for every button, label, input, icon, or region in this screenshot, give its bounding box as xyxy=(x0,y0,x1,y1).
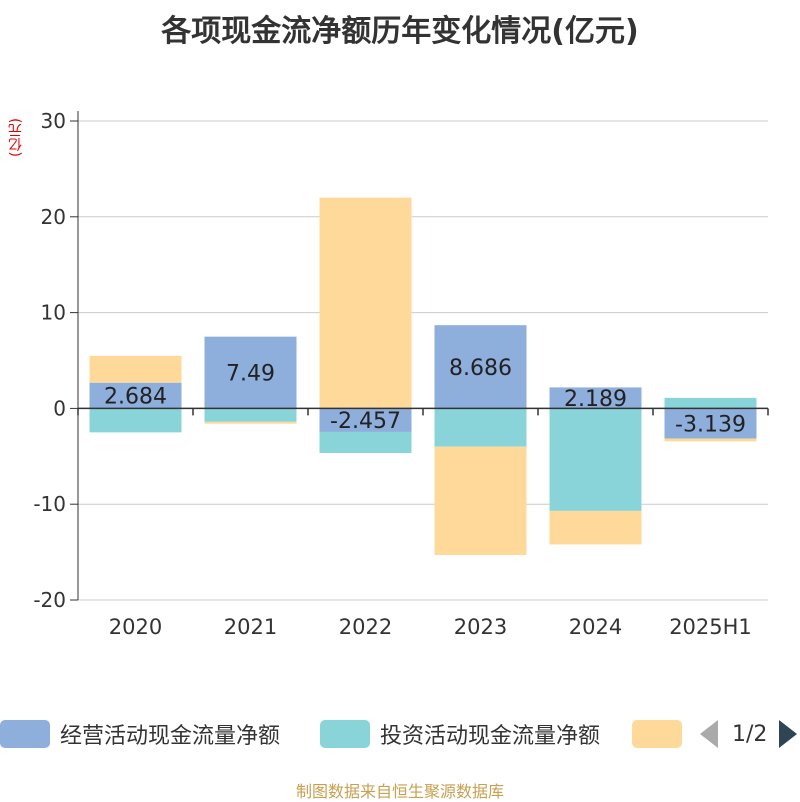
legend-swatch-financing xyxy=(632,720,682,748)
bar-series2-2020 xyxy=(89,355,182,383)
x-tick-label: 2020 xyxy=(109,615,162,639)
legend-next-arrow-icon[interactable] xyxy=(779,720,798,748)
y-tick-label: 10 xyxy=(41,301,66,325)
data-label: -2.457 xyxy=(330,409,401,434)
bar-series0-2025H1 xyxy=(664,408,757,439)
legend-label-operating: 经营活动现金流量净额 xyxy=(60,724,281,749)
bar-series1-2020 xyxy=(89,408,182,433)
data-label: 7.49 xyxy=(226,362,275,387)
legend-label-investing: 投资活动现金流量净额 xyxy=(380,724,601,749)
data-source-note: 制图数据来自恒生聚源数据库 xyxy=(295,782,504,801)
x-tick-label: 2025H1 xyxy=(669,615,752,639)
data-label: 2.684 xyxy=(104,385,167,410)
legend: 经营活动现金流量净额 投资活动现金流量净额 xyxy=(0,716,800,752)
bar-series1-2022 xyxy=(319,431,412,454)
bar-series2-2024 xyxy=(549,510,642,545)
legend-item-operating[interactable]: 经营活动现金流量净额 xyxy=(0,716,280,752)
bar-series2-2023 xyxy=(434,446,527,555)
y-tick-label: -10 xyxy=(33,492,66,516)
x-tick-label: 2021 xyxy=(224,615,277,639)
bar-series1-2021 xyxy=(204,408,297,422)
y-tick-label: 30 xyxy=(41,109,66,133)
legend-pager: 1/2 xyxy=(700,716,798,752)
bar-series1-2024 xyxy=(549,408,642,511)
bar-series1-2025H1 xyxy=(664,397,757,409)
bar-series0-2022 xyxy=(319,408,412,432)
legend-swatch-investing xyxy=(320,720,370,748)
legend-prev-arrow-icon[interactable] xyxy=(700,720,718,748)
bar-series2-2022 xyxy=(319,197,412,409)
bar-series0-2020 xyxy=(89,382,182,409)
cash-flow-chart: -20 -10 0 10 20 30 2.684 7.49 -2.457 8.686 2.189 -3… xyxy=(33,109,769,639)
legend-page-indicator: 1/2 xyxy=(732,721,768,747)
chart-title: 各项现金流净额历年变化情况(亿元) xyxy=(161,14,639,49)
legend-item-investing[interactable]: 投资活动现金流量净额 xyxy=(320,716,600,752)
x-tick-label: 2024 xyxy=(569,615,622,639)
x-tick-label: 2022 xyxy=(339,615,392,639)
y-tick-label: -20 xyxy=(33,588,66,612)
bar-series2-2025H1 xyxy=(664,438,757,442)
data-label: -3.139 xyxy=(675,412,746,437)
data-label: 8.686 xyxy=(449,356,512,381)
data-label: 2.189 xyxy=(564,387,627,412)
bar-series0-2021 xyxy=(204,336,297,409)
bar-series2-2021 xyxy=(204,421,297,424)
legend-swatch-operating xyxy=(0,720,50,748)
x-tick-label: 2023 xyxy=(454,615,507,639)
legend-item-financing[interactable] xyxy=(632,716,682,752)
y-tick-label: 20 xyxy=(41,205,66,229)
bar-series0-2023 xyxy=(434,325,527,409)
bar-series1-2023 xyxy=(434,408,527,447)
bar-series0-2024 xyxy=(549,387,642,409)
y-tick-label: 0 xyxy=(53,396,66,420)
